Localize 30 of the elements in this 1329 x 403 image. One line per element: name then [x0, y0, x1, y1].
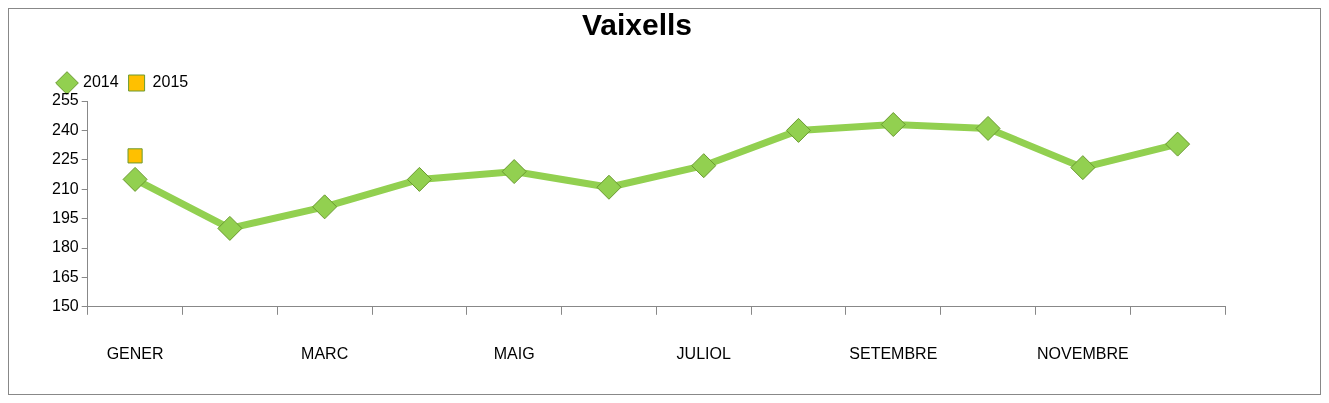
y-tick-label: 180 — [51, 238, 79, 256]
y-tick-label: 210 — [51, 179, 79, 197]
x-tick-label: MARC — [301, 344, 349, 362]
legend-label: 2015 — [152, 73, 189, 91]
point — [406, 166, 432, 192]
point — [127, 148, 143, 164]
y-tick-label: 165 — [51, 267, 79, 285]
x-tick-label: SETEMBRE — [849, 344, 938, 362]
point — [1070, 155, 1096, 181]
chart-title: Vaixells — [581, 8, 693, 42]
point — [312, 194, 338, 220]
point — [1165, 131, 1191, 157]
point — [217, 215, 243, 241]
y-tick-label: 195 — [51, 209, 79, 227]
x-tick-label: NOVEMBRE — [1037, 344, 1129, 362]
y-tick-label: 225 — [51, 150, 79, 168]
point — [596, 174, 622, 200]
y-tick-label: 150 — [51, 297, 79, 315]
y-tick-label: 240 — [51, 120, 79, 138]
legend-label: 2014 — [83, 73, 119, 91]
x-tick-label: GENER — [106, 344, 164, 362]
x-tick-label: JULIOL — [676, 344, 731, 362]
x-tick-label: MAIG — [493, 344, 535, 362]
y-tick-label: 255 — [51, 91, 79, 109]
point — [691, 153, 717, 179]
point — [786, 117, 812, 143]
point — [122, 166, 148, 192]
point — [975, 115, 1001, 141]
point — [880, 112, 906, 138]
point — [501, 159, 527, 185]
